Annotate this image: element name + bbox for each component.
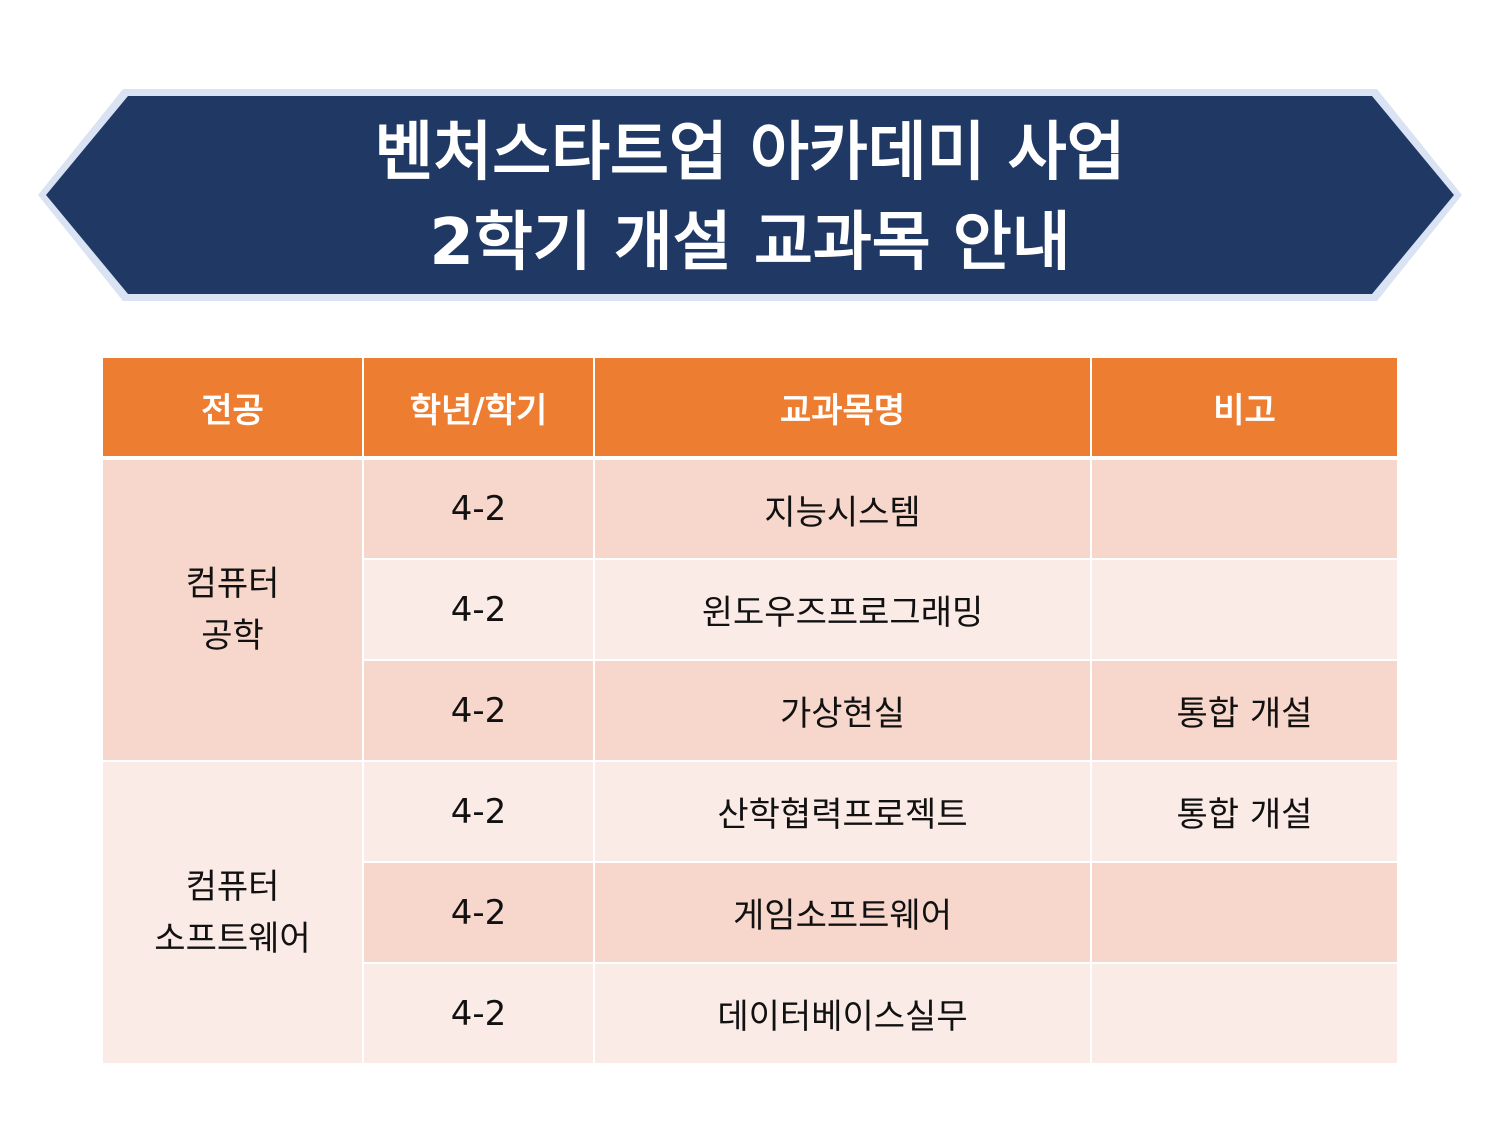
title-line-1: 벤처스타트업 아카데미 사업 xyxy=(374,116,1126,190)
course-cell-text: 윈도우즈프로그래밍 xyxy=(701,593,984,633)
header-grade: 학년/학기 xyxy=(364,358,593,456)
grade-cell: 4-2 xyxy=(364,762,593,861)
note-cell: 통합 개설 xyxy=(1092,661,1397,760)
note-cell-text: 통합 개설 xyxy=(1176,795,1313,835)
grade-cell-text: 4-2 xyxy=(450,791,507,832)
grade-cell: 4-2 xyxy=(364,661,593,760)
grade-cell-text: 4-2 xyxy=(450,589,507,630)
course-cell: 데이터베이스실무 xyxy=(595,964,1090,1063)
grade-cell: 4-2 xyxy=(364,964,593,1063)
note-cell: 통합 개설 xyxy=(1092,762,1397,861)
course-cell-text: 데이터베이스실무 xyxy=(717,997,968,1037)
course-cell: 산학협력프로젝트 xyxy=(595,762,1090,861)
header-grade-text: 학년/학기 xyxy=(409,390,548,431)
grade-cell-text: 4-2 xyxy=(450,993,507,1034)
note-cell xyxy=(1092,460,1397,558)
title-banner xyxy=(38,89,1462,301)
course-cell: 게임소프트웨어 xyxy=(595,863,1090,962)
course-cell-text: 지능시스템 xyxy=(764,492,921,533)
course-cell-text: 산학협력프로젝트 xyxy=(717,795,968,835)
banner-fill xyxy=(46,96,1454,294)
major-line1: 컴퓨터 xyxy=(185,866,280,907)
grade-cell: 4-2 xyxy=(364,560,593,659)
page-title: 벤처스타트업 아카데미 사업 2학기 개설 교과목 안내 xyxy=(0,108,1500,288)
grade-cell-text: 4-2 xyxy=(450,892,507,933)
grade-cell: 4-2 xyxy=(364,863,593,962)
major-line2: 소프트웨어 xyxy=(154,918,311,959)
title-line-2: 2학기 개설 교과목 안내 xyxy=(429,206,1071,280)
header-course-text: 교과목명 xyxy=(779,390,906,431)
course-cell: 윈도우즈프로그래밍 xyxy=(595,560,1090,659)
header-major-text: 전공 xyxy=(201,390,264,431)
major-line2: 공학 xyxy=(201,616,264,656)
course-cell-text: 게임소프트웨어 xyxy=(733,896,952,936)
header-note-text: 비고 xyxy=(1213,390,1276,431)
grade-cell-text: 4-2 xyxy=(450,489,507,529)
course-cell-text: 가상현실 xyxy=(779,694,906,734)
note-cell xyxy=(1092,964,1397,1063)
grade-cell: 4-2 xyxy=(364,460,593,558)
header-major: 전공 xyxy=(103,358,362,456)
header-note: 비고 xyxy=(1092,358,1397,456)
header-course: 교과목명 xyxy=(595,358,1090,456)
major-line1: 컴퓨터 xyxy=(185,564,280,604)
note-cell-text: 통합 개설 xyxy=(1176,694,1313,734)
grade-cell-text: 4-2 xyxy=(450,690,507,731)
note-cell xyxy=(1092,560,1397,659)
course-cell: 지능시스템 xyxy=(595,460,1090,558)
course-cell: 가상현실 xyxy=(595,661,1090,760)
note-cell xyxy=(1092,863,1397,962)
